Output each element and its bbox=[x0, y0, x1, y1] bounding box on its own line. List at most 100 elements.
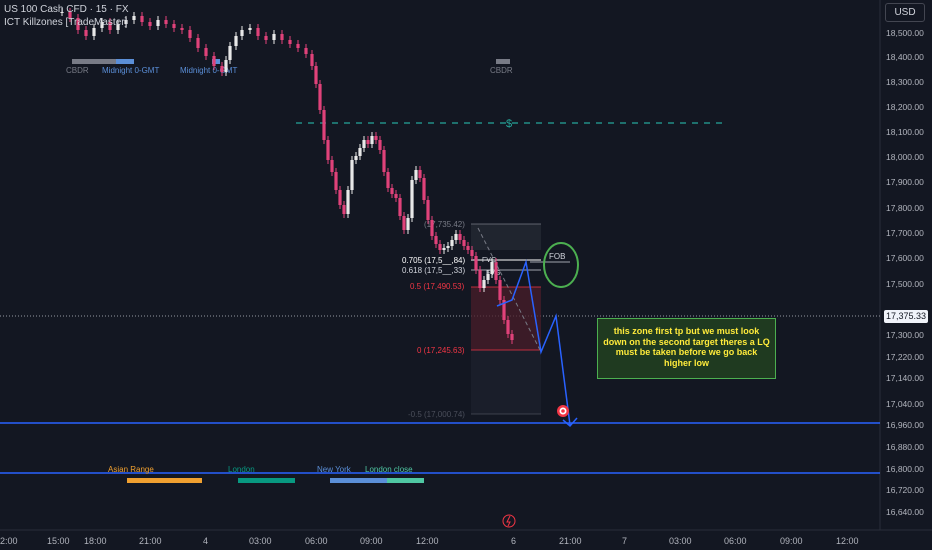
candle-body bbox=[212, 56, 216, 66]
candle-body bbox=[426, 200, 430, 220]
analysis-note[interactable]: this zone first tp but we must look down… bbox=[597, 318, 776, 379]
fib-zone-lower[interactable] bbox=[471, 350, 541, 414]
time-label: 7 bbox=[622, 536, 627, 546]
session-bar-london-close bbox=[387, 478, 424, 483]
candle-body bbox=[256, 28, 260, 36]
candle-body bbox=[450, 240, 454, 246]
killzone-label-midnight-2: Midnight 0-GMT bbox=[180, 66, 237, 75]
candle-body bbox=[418, 170, 422, 178]
candle-body bbox=[454, 234, 458, 240]
price-label: 17,900.00 bbox=[886, 177, 924, 187]
candle-body bbox=[280, 34, 284, 40]
candle-body bbox=[314, 66, 318, 84]
candle-body bbox=[378, 140, 382, 150]
candle-body bbox=[458, 234, 462, 240]
candlestick-series bbox=[60, 8, 514, 344]
session-bar-london bbox=[238, 478, 295, 483]
fib-label-neg05: -0.5 (17,000.74) bbox=[408, 410, 465, 419]
fib-label-618: 0.618 (17,5__,33) bbox=[402, 266, 465, 275]
candle-body bbox=[346, 190, 350, 214]
killzone-label-cbdr-2: CBDR bbox=[490, 66, 513, 75]
killzone-box-midnight-2 bbox=[212, 59, 220, 64]
candle-body bbox=[410, 180, 414, 218]
candle-body bbox=[470, 250, 474, 256]
candle-body bbox=[330, 160, 334, 172]
candle-body bbox=[84, 30, 88, 36]
candle-body bbox=[164, 20, 168, 24]
fib-label-05: 0.5 (17,490.53) bbox=[410, 282, 465, 291]
fib-zone-upper[interactable] bbox=[471, 224, 541, 250]
time-label: 2:00 bbox=[0, 536, 18, 546]
candle-body bbox=[394, 194, 398, 198]
indicator-title[interactable]: ICT Killzones [TradeMaster] bbox=[4, 17, 128, 28]
candle-body bbox=[180, 28, 184, 30]
candle-body bbox=[362, 140, 366, 148]
currency-button[interactable]: USD bbox=[885, 3, 925, 22]
price-label: 17,040.00 bbox=[886, 399, 924, 409]
time-label: 03:00 bbox=[669, 536, 692, 546]
fib-label-top: (17,735.42) bbox=[424, 220, 465, 229]
time-label: 4 bbox=[203, 536, 208, 546]
projected-path[interactable] bbox=[496, 259, 571, 426]
highlight-circle[interactable] bbox=[543, 242, 579, 288]
session-bar-asian bbox=[127, 478, 202, 483]
candle-body bbox=[370, 136, 374, 144]
target-icon[interactable] bbox=[557, 405, 569, 417]
time-label: 12:00 bbox=[416, 536, 439, 546]
session-label-london: London bbox=[228, 465, 255, 474]
candle-body bbox=[326, 140, 330, 160]
fib-zone-red[interactable] bbox=[471, 287, 541, 350]
symbol-title[interactable]: US 100 Cash CFD · 15 · FX bbox=[4, 4, 129, 15]
killzone-box-midnight-1 bbox=[116, 59, 134, 64]
price-label: 17,600.00 bbox=[886, 253, 924, 263]
candle-body bbox=[224, 60, 228, 72]
candle-body bbox=[510, 334, 514, 340]
price-axis[interactable]: 18,500.00 18,400.00 18,300.00 18,200.00 18,1… bbox=[886, 28, 924, 517]
candle-body bbox=[228, 46, 232, 60]
fvg-label-1: FVG bbox=[482, 257, 496, 264]
candle-body bbox=[60, 12, 64, 13]
candle-body bbox=[358, 148, 362, 156]
price-label: 17,500.00 bbox=[886, 279, 924, 289]
price-label: 16,640.00 bbox=[886, 507, 924, 517]
candle-body bbox=[490, 262, 494, 274]
killzone-label-midnight-1: Midnight 0-GMT bbox=[102, 66, 159, 75]
candle-body bbox=[148, 22, 152, 26]
candle-body bbox=[272, 34, 276, 40]
fob-label: FOB bbox=[549, 252, 565, 261]
price-label: 17,220.00 bbox=[886, 352, 924, 362]
candle-body bbox=[288, 40, 292, 44]
price-label: 17,140.00 bbox=[886, 373, 924, 383]
price-label: 17,700.00 bbox=[886, 228, 924, 238]
candle-body bbox=[402, 216, 406, 230]
candle-body bbox=[172, 24, 176, 28]
candle-body bbox=[462, 240, 466, 246]
candle-body bbox=[354, 156, 358, 160]
candle-body bbox=[240, 30, 244, 36]
killzone-box-cbdr-2 bbox=[496, 59, 510, 64]
candle-body bbox=[446, 246, 450, 248]
time-axis[interactable]: 2:00 15:00 18:00 21:00 4 03:00 06:00 09:00 12:00… bbox=[0, 536, 859, 546]
candle-body bbox=[196, 38, 200, 48]
candle-body bbox=[140, 16, 144, 22]
candle-body bbox=[220, 66, 224, 72]
candle-body bbox=[430, 220, 434, 236]
price-label: 18,100.00 bbox=[886, 127, 924, 137]
lightning-icon[interactable] bbox=[502, 514, 516, 528]
fib-label-705: 0.705 (17,5__,84) bbox=[402, 256, 465, 265]
time-label: 6 bbox=[511, 536, 516, 546]
time-label: 09:00 bbox=[780, 536, 803, 546]
price-label: 18,300.00 bbox=[886, 77, 924, 87]
session-bar-newyork bbox=[330, 478, 387, 483]
candle-body bbox=[442, 248, 446, 250]
candle-body bbox=[478, 270, 482, 288]
price-label: 16,720.00 bbox=[886, 485, 924, 495]
candle-body bbox=[506, 320, 510, 334]
killzone-label-cbdr: CBDR bbox=[66, 66, 89, 75]
candle-body bbox=[100, 22, 104, 28]
candle-body bbox=[156, 20, 160, 26]
time-label: 03:00 bbox=[249, 536, 272, 546]
price-label: 17,300.00 bbox=[886, 330, 924, 340]
candle-body bbox=[494, 262, 498, 280]
